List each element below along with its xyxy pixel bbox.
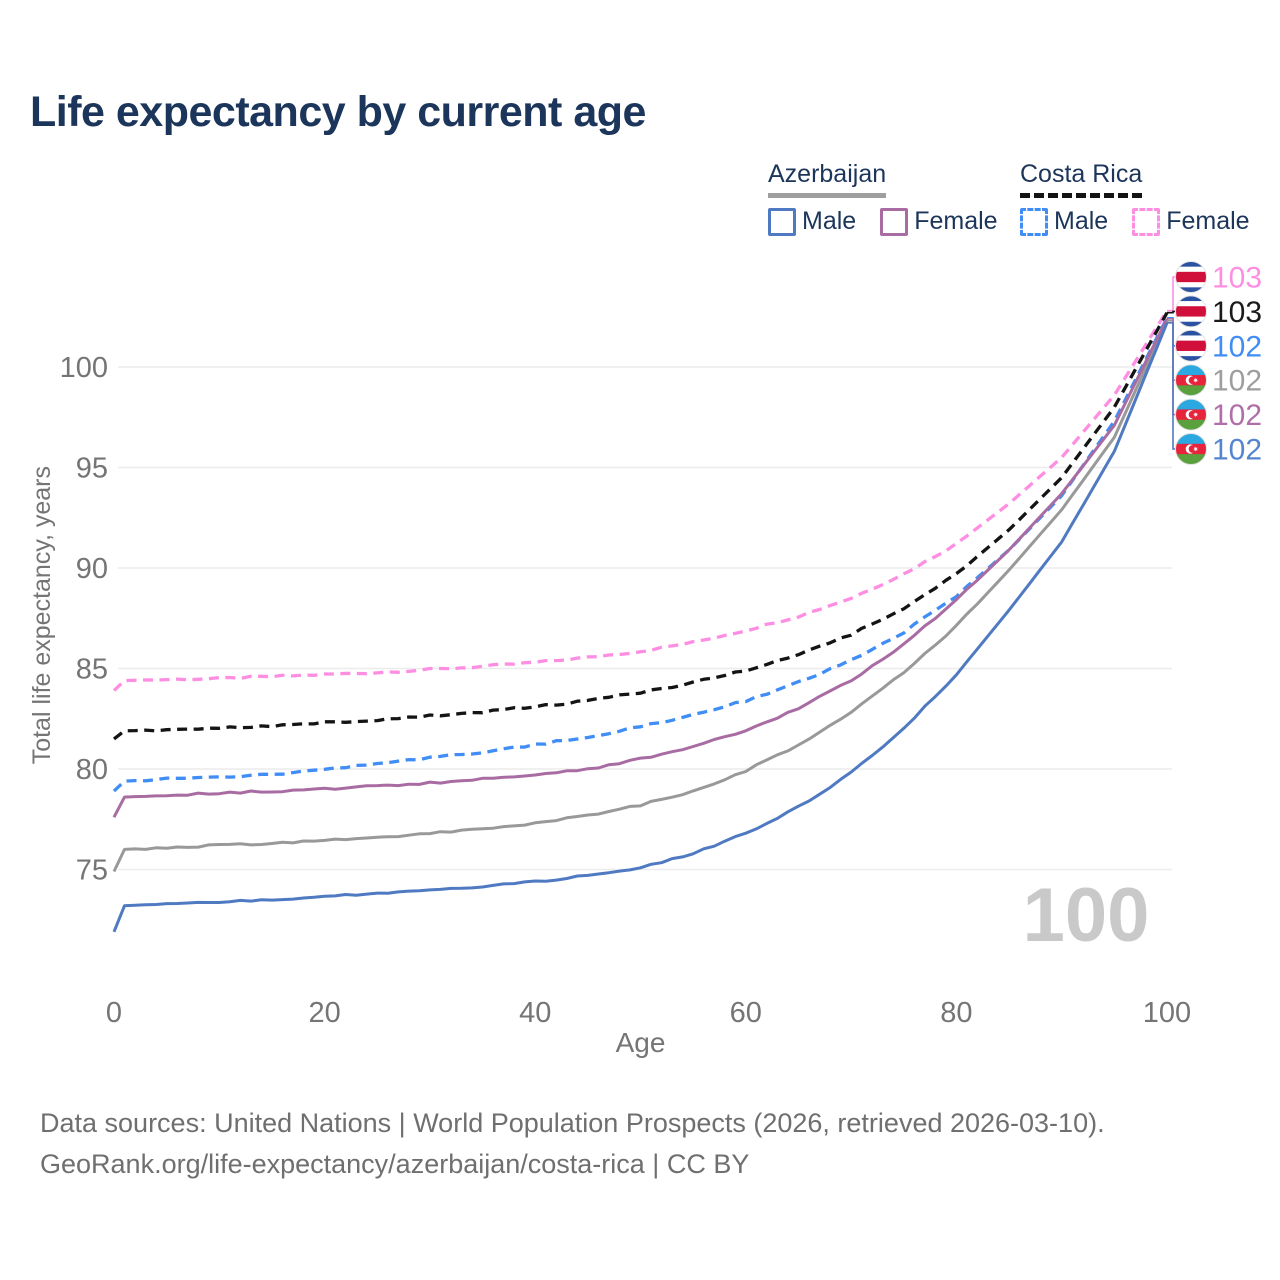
page-title: Life expectancy by current age <box>30 88 646 136</box>
x-tick-0: 0 <box>106 997 122 1029</box>
y-tick-100: 100 <box>60 352 108 384</box>
legend-group-costa-rica: Costa Rica Male Female <box>1020 160 1250 236</box>
y-tick-75: 75 <box>76 855 108 887</box>
x-tick-80: 80 <box>940 997 972 1029</box>
legend-item-azerbaijan-male[interactable]: Male <box>768 207 856 236</box>
y-tick-85: 85 <box>76 654 108 686</box>
footer-source-link[interactable]: GeoRank.org/life-expectancy/azerbaijan/c… <box>40 1149 750 1179</box>
end-value-label-costa-rica-male: 102 <box>1212 330 1262 363</box>
age-indicator-watermark: 100 <box>1023 873 1150 958</box>
x-tick-60: 60 <box>730 997 762 1029</box>
legend-label-costa-rica-female: Female <box>1166 207 1250 235</box>
legend-country-azerbaijan[interactable]: Azerbaijan <box>768 160 887 198</box>
series-line-costa-rica-male[interactable] <box>112 317 1169 793</box>
x-tick-40: 40 <box>519 997 551 1029</box>
costa-rica-female-swatch-icon <box>1132 207 1161 236</box>
series-line-costa-rica-both[interactable] <box>112 311 1169 741</box>
legend-group-azerbaijan: Azerbaijan Male Female <box>768 160 998 236</box>
costa-rica-male-swatch-icon <box>1020 207 1048 236</box>
legend-country-costa-rica[interactable]: Costa Rica <box>1020 160 1143 198</box>
x-tick-20: 20 <box>308 997 340 1029</box>
azerbaijan-male-swatch-icon <box>768 207 796 236</box>
legend-item-azerbaijan-female[interactable]: Female <box>880 207 998 236</box>
series-line-azerbaijan-both[interactable] <box>112 320 1169 873</box>
legend: Azerbaijan Male Female Costa Rica Male <box>0 160 1280 250</box>
series-line-azerbaijan-female[interactable] <box>112 318 1169 818</box>
legend-item-costa-rica-male[interactable]: Male <box>1020 207 1108 236</box>
costa-rica-flag-icon <box>1175 329 1207 362</box>
end-value-label-costa-rica-both: 103 <box>1212 296 1262 329</box>
series-line-azerbaijan-male[interactable] <box>112 322 1169 933</box>
series-line-costa-rica-female[interactable] <box>112 309 1169 692</box>
legend-item-costa-rica-female[interactable]: Female <box>1132 207 1250 236</box>
x-axis-title: Age <box>616 1027 666 1058</box>
legend-label-costa-rica-male: Male <box>1054 207 1109 235</box>
end-value-label-azerbaijan-male: 102 <box>1212 434 1262 467</box>
legend-items-azerbaijan: Male Female <box>768 207 998 236</box>
footer: Data sources: United Nations | World Pop… <box>40 1103 1105 1185</box>
azerbaijan-female-swatch-icon <box>880 207 909 236</box>
end-value-label-azerbaijan-both: 102 <box>1212 365 1262 398</box>
end-value-label-costa-rica-female: 103 <box>1212 262 1262 295</box>
footer-data-sources: Data sources: United Nations | World Pop… <box>40 1108 1105 1138</box>
azerbaijan-flag-icon <box>1175 364 1207 397</box>
azerbaijan-flag-icon <box>1175 398 1207 431</box>
y-tick-90: 90 <box>76 553 108 585</box>
x-tick-100: 100 <box>1143 997 1191 1029</box>
legend-label-azerbaijan-female: Female <box>914 207 998 235</box>
end-value-label-azerbaijan-female: 102 <box>1212 399 1262 432</box>
y-tick-95: 95 <box>76 453 108 485</box>
costa-rica-flag-icon <box>1175 295 1207 328</box>
costa-rica-flag-icon <box>1175 261 1207 293</box>
y-tick-80: 80 <box>76 754 108 786</box>
legend-items-costa-rica: Male Female <box>1020 207 1250 236</box>
legend-label-azerbaijan-male: Male <box>802 207 857 235</box>
azerbaijan-flag-icon <box>1175 433 1207 465</box>
